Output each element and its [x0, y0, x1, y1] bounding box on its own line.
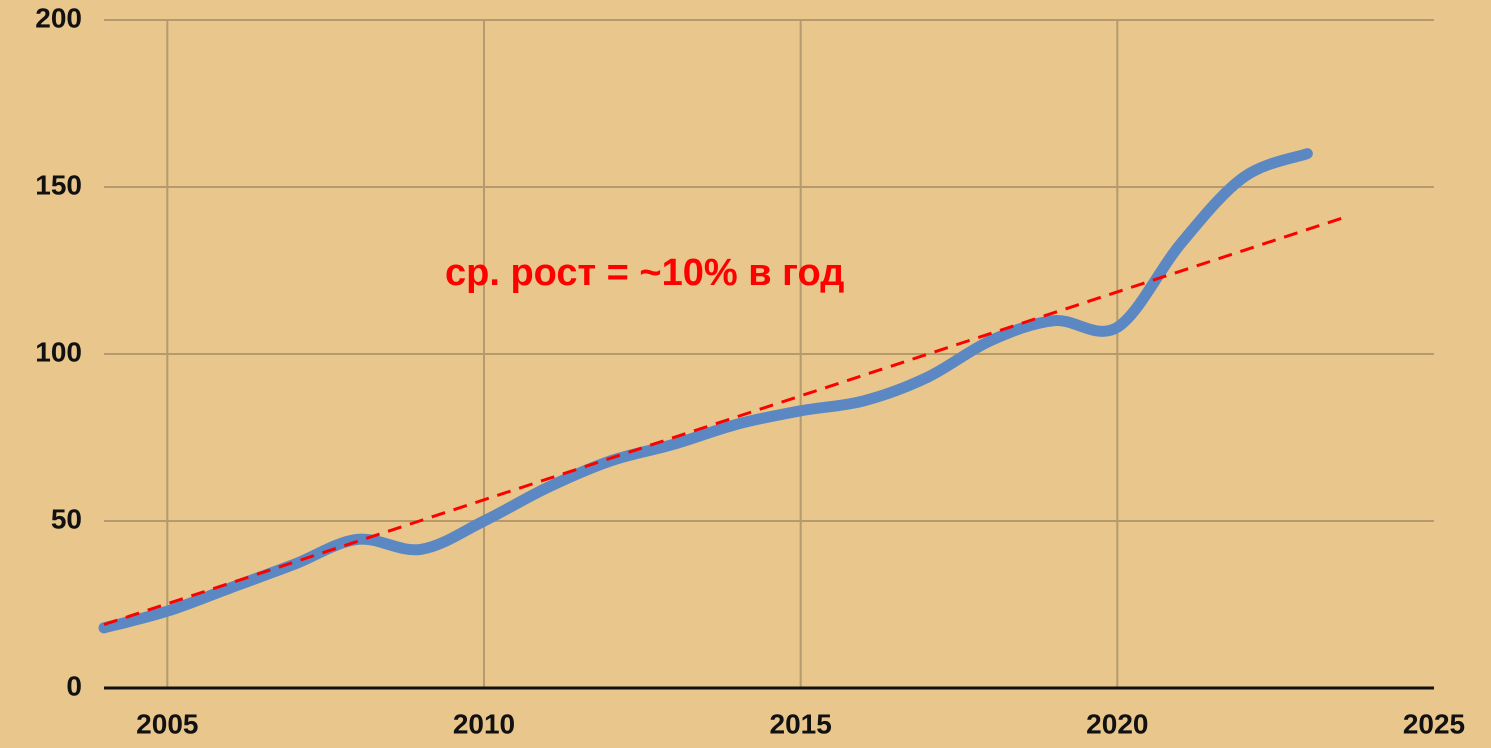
- data-line: [98, 148, 1313, 634]
- x-tick-label: 2010: [453, 708, 515, 739]
- y-tick-label: 100: [35, 336, 82, 367]
- y-tick-label: 200: [35, 2, 82, 33]
- x-tick-label: 2005: [136, 708, 198, 739]
- x-tick-label: 2025: [1403, 708, 1465, 739]
- trend-line: [103, 215, 1346, 626]
- y-tick-label: 150: [35, 169, 82, 200]
- x-tick-label: 2020: [1086, 708, 1148, 739]
- x-tick-label: 2015: [770, 708, 832, 739]
- y-tick-label: 50: [51, 503, 82, 534]
- annotation: ср. рост = ~10% в год: [445, 252, 845, 294]
- y-tick-label: 0: [66, 670, 82, 701]
